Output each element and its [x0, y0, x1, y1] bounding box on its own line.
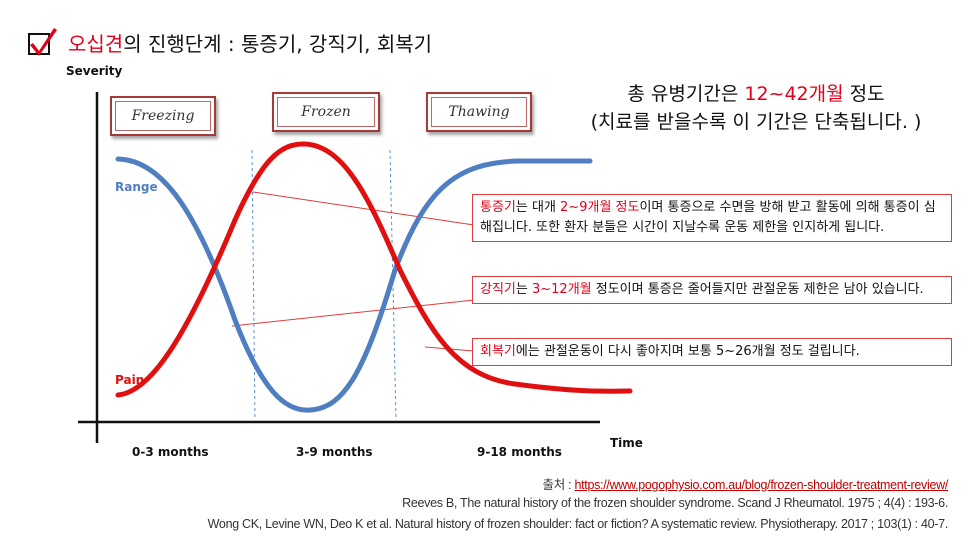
progression-diagram: Severity Range Pain Time 0-3 months 3-9 …	[66, 64, 643, 459]
range-label: Range	[115, 180, 158, 194]
callout-3-term: 회복기	[480, 344, 516, 359]
y-axis-label: Severity	[66, 64, 123, 78]
callout-2-term: 강직기	[480, 282, 516, 297]
phase-box-frozen: Frozen	[272, 92, 380, 132]
phase-label-frozen: Frozen	[277, 97, 375, 127]
callout-2-pre: 는	[515, 282, 532, 297]
callout-1-duration: 2~9개월 정도	[560, 200, 640, 215]
title-rest: 의 진행단계 : 통증기, 강직기, 회복기	[123, 31, 433, 56]
reference-2: Wong CK, Levine WN, Deo K et al. Natural…	[207, 517, 949, 531]
checkbox-checked-icon	[28, 28, 57, 56]
callout-stiff-phase: 강직기는 3~12개월 정도이며 통증은 줄어들지만 관절운동 제한은 남아 있…	[472, 276, 952, 304]
phase-box-thawing: Thawing	[426, 92, 532, 132]
callout-pain-phase: 통증기는 대개 2~9개월 정도이며 통증으로 수면을 방해 받고 활동에 의해…	[472, 194, 952, 242]
duration-summary: 총 유병기간은 12~42개월 정도 (치료를 받을수록 이 기간은 단축됩니다…	[556, 80, 956, 136]
phase-divider-1	[251, 149, 256, 421]
callout-1-term: 통증기	[480, 200, 516, 215]
x-axis-label: Time	[610, 436, 643, 450]
phase-label-freezing: Freezing	[115, 101, 211, 131]
callout-2-text: 정도이며 통증은 줄어들지만 관절운동 제한은 남아 있습니다.	[591, 282, 924, 297]
page-title: 오십견의 진행단계 : 통증기, 강직기, 회복기	[26, 24, 432, 60]
reference-1: Reeves B, The natural history of the fro…	[402, 496, 948, 510]
x-tick-0-3: 0-3 months	[132, 445, 209, 459]
phase-box-freezing: Freezing	[110, 96, 216, 136]
x-tick-3-9: 3-9 months	[296, 445, 373, 459]
callout-1-text: 이며 통증으로 수면을 방해 받고 활동에 의해 통증이 심해집니다. 또한 환…	[480, 200, 936, 235]
pointer-line-2	[231, 299, 475, 327]
pain-curve	[115, 141, 633, 398]
callout-2-duration: 3~12개월	[531, 282, 592, 297]
summary-line-1-post: 정도	[843, 83, 885, 105]
source-line: 출처 : https://www.pogophysio.com.au/blog/…	[542, 474, 949, 493]
source-link[interactable]: https://www.pogophysio.com.au/blog/froze…	[574, 478, 948, 492]
callout-1-pre: 는 대개	[515, 200, 561, 215]
summary-duration-highlight: 12~42개월	[744, 83, 844, 105]
title-text: 오십견의 진행단계 : 통증기, 강직기, 회복기	[68, 28, 432, 57]
pain-label: Pain	[115, 373, 144, 387]
callout-recovery-phase: 회복기에는 관절운동이 다시 좋아지며 보통 5~26개월 정도 걸립니다.	[472, 338, 952, 366]
phase-label-thawing: Thawing	[431, 97, 527, 127]
x-tick-9-18: 9-18 months	[477, 445, 562, 459]
callout-3-text: 에는 관절운동이 다시 좋아지며 보통 5~26개월 정도 걸립니다.	[515, 344, 860, 359]
summary-line-1: 총 유병기간은 12~42개월 정도	[556, 80, 956, 108]
pointer-line-1	[252, 191, 475, 226]
source-label: 출처 :	[542, 478, 575, 492]
range-curve	[115, 156, 593, 413]
summary-line-2: (치료를 받을수록 이 기간은 단축됩니다. )	[590, 111, 922, 133]
summary-line-1-pre: 총 유병기간은	[627, 83, 745, 105]
title-highlight: 오십견	[68, 31, 124, 56]
